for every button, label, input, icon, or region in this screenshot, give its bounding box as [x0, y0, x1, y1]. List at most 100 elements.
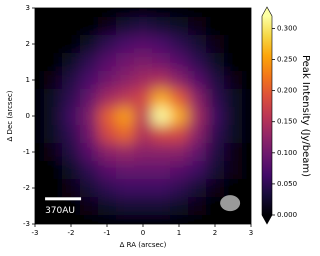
pixel [188, 125, 207, 144]
pixel [224, 125, 243, 144]
pixel [242, 35, 251, 54]
pixel [80, 71, 99, 90]
pixel [224, 215, 243, 224]
pixel [224, 161, 243, 180]
pixel [134, 197, 153, 216]
pixel [188, 35, 207, 54]
pixel [242, 143, 251, 162]
pixel [206, 71, 225, 90]
pixel [242, 161, 251, 180]
pixel [242, 107, 251, 126]
pixel [98, 89, 117, 108]
pixel [62, 35, 81, 54]
pixel [134, 125, 153, 144]
colorbar-tick-label: 0.050 [277, 180, 297, 188]
pixel [80, 53, 99, 72]
pixel [188, 89, 207, 108]
pixel [98, 71, 117, 90]
pixel [62, 125, 81, 144]
pixel [170, 53, 189, 72]
pixel [80, 215, 99, 224]
image: 370AU [35, 8, 251, 224]
pixel [224, 143, 243, 162]
pixel [152, 71, 171, 90]
pixel [134, 179, 153, 198]
pixel [62, 179, 81, 198]
pixel [242, 8, 251, 18]
pixel [134, 107, 153, 126]
pixel [116, 197, 135, 216]
colorbar-tick-label: 0.250 [277, 56, 297, 64]
x-tick-label: -2 [68, 229, 75, 237]
pixel [206, 89, 225, 108]
pixel [170, 143, 189, 162]
pixel [170, 17, 189, 36]
x-tick-label: 1 [177, 229, 181, 237]
y-axis-label: Δ Dec (arcsec) [6, 90, 14, 141]
pixel [224, 53, 243, 72]
scale-bar-label: 370AU [45, 206, 75, 216]
pixel [206, 125, 225, 144]
pixel [206, 197, 225, 216]
pixel [206, 161, 225, 180]
pixel [206, 215, 225, 224]
pixel [35, 179, 45, 198]
pixel [170, 107, 189, 126]
pixel [44, 89, 63, 108]
pixel [242, 17, 251, 36]
pixel [62, 8, 81, 18]
pixel [152, 161, 171, 180]
pixel [98, 215, 117, 224]
pixel [35, 197, 45, 216]
pixel [188, 53, 207, 72]
pixel [170, 35, 189, 54]
pixel [134, 143, 153, 162]
pixel [224, 107, 243, 126]
pixel [116, 161, 135, 180]
pixel [62, 143, 81, 162]
pixel [152, 35, 171, 54]
y-tick-label: 2 [26, 40, 30, 48]
pixel [80, 89, 99, 108]
pixel [134, 89, 153, 108]
pixel [170, 215, 189, 224]
pixel [242, 53, 251, 72]
pixel [116, 89, 135, 108]
pixel [80, 125, 99, 144]
pixel [152, 8, 171, 18]
pixel [134, 215, 153, 224]
pixel [44, 107, 63, 126]
pixel [224, 8, 243, 18]
pixel [44, 17, 63, 36]
pixel [62, 161, 81, 180]
pixel [35, 143, 45, 162]
pixel [152, 89, 171, 108]
pixel [242, 71, 251, 90]
pixel [44, 8, 63, 18]
scale-bar [45, 197, 82, 201]
pixel [80, 161, 99, 180]
pixel [62, 53, 81, 72]
pixel [98, 197, 117, 216]
colorbar-tick-label: 0.100 [277, 149, 297, 157]
pixel [206, 17, 225, 36]
pixel [152, 107, 171, 126]
pixel [224, 17, 243, 36]
pixel [44, 71, 63, 90]
pixel [116, 215, 135, 224]
pixel [35, 35, 45, 54]
pixel [116, 8, 135, 18]
pixel [206, 35, 225, 54]
colorbar-extend-bottom [262, 215, 272, 224]
x-axis-label: Δ RA (arcsec) [120, 241, 167, 249]
pixel [80, 8, 99, 18]
y-tick-label: -1 [23, 148, 30, 156]
pixel [242, 197, 251, 216]
colorbar-tick-label: 0.000 [277, 211, 297, 219]
pixel [116, 143, 135, 162]
pixel [44, 197, 63, 216]
pixel [152, 125, 171, 144]
pixel [35, 8, 45, 18]
pixel [188, 215, 207, 224]
